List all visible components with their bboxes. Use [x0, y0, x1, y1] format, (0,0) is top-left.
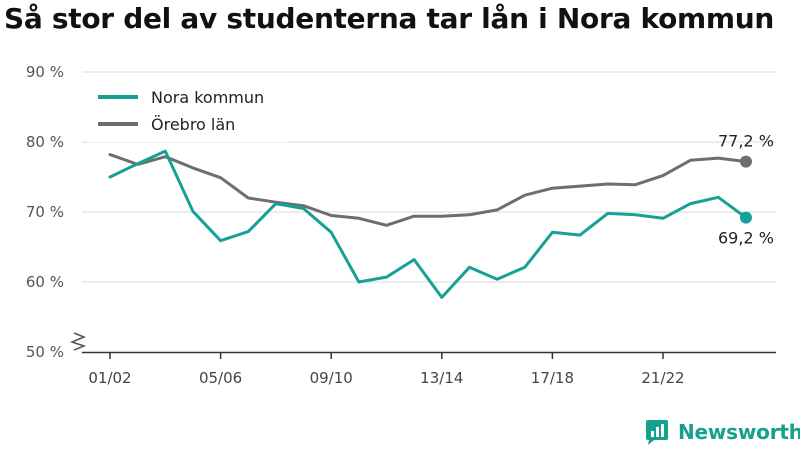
series-line [108, 153, 748, 227]
legend: Nora kommun Örebro län [88, 82, 288, 142]
x-tick-label: 05/06 [199, 369, 242, 387]
x-tick-label: 09/10 [310, 369, 353, 387]
legend-background [88, 82, 288, 142]
x-tick-label: 13/14 [420, 369, 463, 387]
y-tick-label: 70 % [26, 203, 64, 221]
series-end-point [739, 211, 752, 224]
y-tick-label: 50 % [26, 343, 64, 361]
newsworthy-logo-icon [646, 420, 668, 445]
legend-label: Nora kommun [151, 88, 264, 107]
x-tick-label: 17/18 [531, 369, 574, 387]
y-tick-label: 60 % [26, 273, 64, 291]
legend-label: Örebro län [151, 115, 235, 134]
end-labels: 69,2 % 77,2 % [718, 132, 774, 248]
brand-name: Newsworthy [678, 420, 800, 444]
series-line [108, 149, 748, 299]
end-value-label: 69,2 % [718, 229, 774, 248]
y-tick-label: 90 % [26, 63, 64, 81]
y-tick-label: 80 % [26, 133, 64, 151]
series-end-point [739, 155, 752, 168]
y-axis: 50 % 60 % 70 % 80 % 90 % [26, 63, 87, 361]
x-tick-label: 21/22 [641, 369, 684, 387]
end-value-label: 77,2 % [718, 132, 774, 151]
chart-title: Så stor del av studenterna tar lån i Nor… [4, 2, 775, 35]
axis-break-icon [69, 332, 87, 351]
brand: Newsworthy [644, 419, 800, 445]
x-tick-label: 01/02 [88, 369, 131, 387]
x-axis: 01/02 05/06 09/10 13/14 17/18 21/22 [82, 351, 776, 387]
series-group [108, 149, 752, 299]
